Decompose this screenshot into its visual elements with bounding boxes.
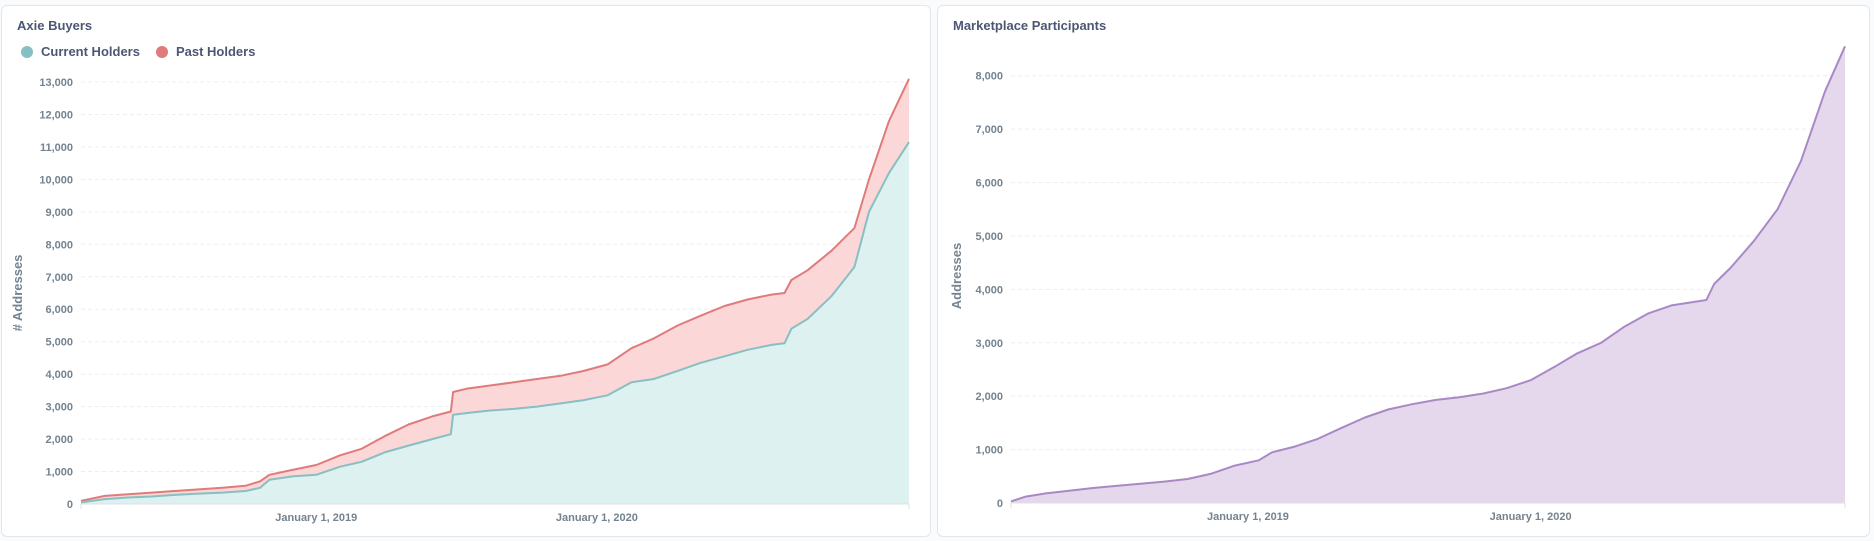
- x-tick-label: January 1, 2020: [1490, 511, 1572, 523]
- chart-title[interactable]: Marketplace Participants: [953, 18, 1107, 33]
- past-holders-line[interactable]: [80, 78, 910, 502]
- legend-item-past-holders[interactable]: Past Holders: [155, 44, 256, 59]
- y-tick-label: 1,000: [975, 445, 1003, 457]
- y-tick-label: 2,000: [45, 434, 73, 446]
- y-tick-label: 7,000: [975, 124, 1003, 136]
- y-tick-label: 11,000: [40, 142, 73, 154]
- legend-dot-past-holders: [155, 45, 168, 58]
- y-tick-label: 3,000: [975, 338, 1003, 350]
- y-tick-label: 0: [67, 499, 73, 511]
- y-tick-label: 0: [997, 498, 1003, 510]
- marketplace-participants-chart[interactable]: 0 1,000 2,000 3,000 4,000 5,000 6,000 7,000 8,00…: [938, 6, 1871, 538]
- series-line[interactable]: [1010, 45, 1846, 503]
- legend-label-current-holders: Current Holders: [41, 44, 140, 59]
- y-tick-label: 4,000: [975, 284, 1003, 296]
- y-tick-label: 12,000: [39, 109, 73, 121]
- y-tick-label: 4,000: [45, 369, 73, 381]
- y-tick-label: 9,000: [45, 207, 73, 219]
- legend-item-current-holders[interactable]: Current Holders: [21, 44, 140, 59]
- y-tick-label: 10,000: [39, 174, 73, 186]
- marketplace-participants-card: Marketplace Participants 0 1,000 2,000 3,00…: [937, 5, 1870, 537]
- y-axis-title: # Addresses: [10, 255, 25, 332]
- y-tick-label: 1,000: [45, 467, 73, 479]
- series-area[interactable]: [1011, 46, 1845, 504]
- y-tick-label: 5,000: [975, 231, 1003, 243]
- current-holders-line[interactable]: [80, 141, 910, 504]
- axie-buyers-chart[interactable]: 0 1,000 2,000 3,000 4,000 5,000 6,000 7,000 8,00…: [2, 6, 932, 538]
- y-tick-label: 6,000: [975, 178, 1003, 190]
- x-tick-label: January 1, 2019: [1207, 511, 1289, 523]
- y-tick-label: 7,000: [45, 272, 73, 284]
- x-tick-label: January 1, 2019: [275, 512, 357, 524]
- x-tick-label: January 1, 2020: [556, 512, 638, 524]
- y-tick-label: 2,000: [975, 391, 1003, 403]
- y-tick-label: 5,000: [45, 337, 73, 349]
- legend-dot-current-holders: [21, 45, 33, 58]
- chart-title[interactable]: Axie Buyers: [17, 18, 93, 33]
- y-tick-label: 8,000: [975, 71, 1003, 83]
- axie-buyers-card: Axie Buyers Current Holders Past Holders…: [1, 5, 931, 537]
- y-tick-label: 13,000: [39, 77, 73, 89]
- legend-label-past-holders: Past Holders: [175, 44, 256, 59]
- y-tick-label: 3,000: [45, 402, 73, 414]
- y-axis-title: Addresses: [949, 243, 964, 309]
- y-tick-label: 8,000: [45, 239, 73, 251]
- legend: Current Holders Past Holders: [21, 44, 271, 59]
- current-holders-area[interactable]: [81, 142, 909, 504]
- y-tick-label: 6,000: [45, 304, 73, 316]
